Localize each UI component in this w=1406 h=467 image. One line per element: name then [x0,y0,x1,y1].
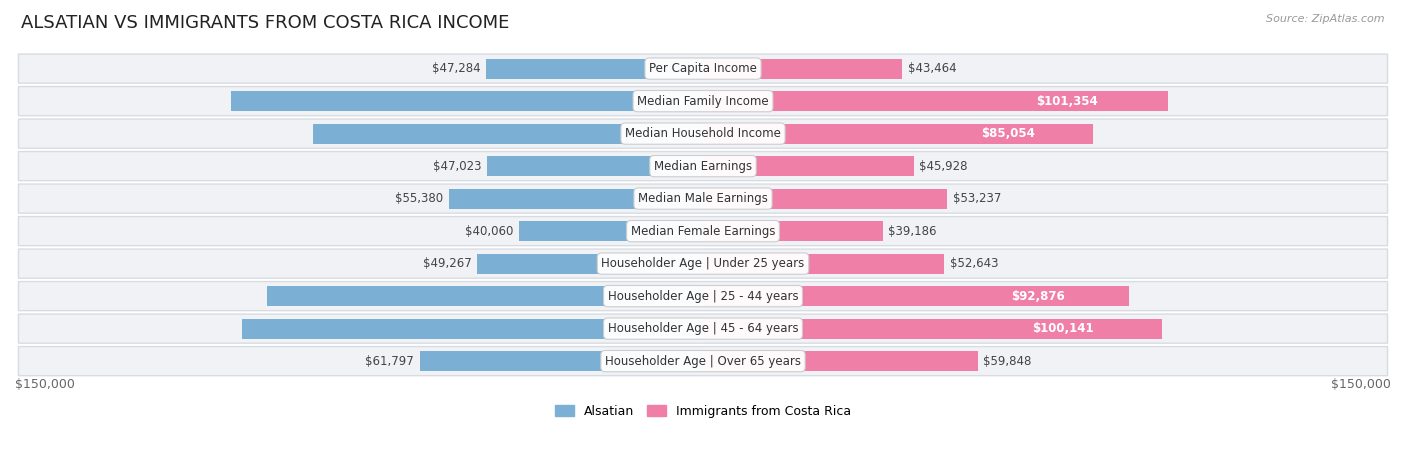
Text: $47,023: $47,023 [433,160,482,173]
Text: $100,435: $100,435 [634,322,696,335]
Text: Median Family Income: Median Family Income [637,95,769,107]
Text: Householder Age | 45 - 64 years: Householder Age | 45 - 64 years [607,322,799,335]
Bar [703,189,948,209]
FancyBboxPatch shape [18,314,1388,343]
Bar [703,318,1163,339]
Bar [449,189,703,209]
Text: $101,354: $101,354 [1036,95,1098,107]
Text: Source: ZipAtlas.com: Source: ZipAtlas.com [1267,14,1385,24]
FancyBboxPatch shape [18,86,1388,116]
Bar [231,91,703,111]
FancyBboxPatch shape [18,152,1388,181]
Text: ALSATIAN VS IMMIGRANTS FROM COSTA RICA INCOME: ALSATIAN VS IMMIGRANTS FROM COSTA RICA I… [21,14,509,32]
Bar [703,156,914,176]
FancyBboxPatch shape [18,119,1388,148]
Text: $59,848: $59,848 [983,354,1032,368]
Text: $40,060: $40,060 [465,225,513,238]
Text: Median Female Earnings: Median Female Earnings [631,225,775,238]
Bar [486,58,703,78]
Text: $47,284: $47,284 [432,62,481,75]
Text: Householder Age | 25 - 44 years: Householder Age | 25 - 44 years [607,290,799,303]
FancyBboxPatch shape [18,217,1388,246]
Bar [314,124,703,144]
Text: $43,464: $43,464 [908,62,956,75]
Text: Median Male Earnings: Median Male Earnings [638,192,768,205]
Text: Median Household Income: Median Household Income [626,127,780,140]
Bar [703,124,1092,144]
Text: $100,141: $100,141 [1032,322,1094,335]
Bar [477,254,703,274]
Text: $49,267: $49,267 [423,257,471,270]
Bar [419,351,703,371]
Bar [703,221,883,241]
FancyBboxPatch shape [18,347,1388,375]
Text: $103,010: $103,010 [633,95,693,107]
Bar [703,286,1129,306]
Text: $61,797: $61,797 [366,354,413,368]
FancyBboxPatch shape [18,282,1388,311]
Text: $45,928: $45,928 [920,160,967,173]
Legend: Alsatian, Immigrants from Costa Rica: Alsatian, Immigrants from Costa Rica [550,400,856,423]
Text: Per Capita Income: Per Capita Income [650,62,756,75]
Bar [242,318,703,339]
Text: $85,054: $85,054 [981,127,1035,140]
Bar [703,91,1168,111]
Bar [267,286,703,306]
FancyBboxPatch shape [18,184,1388,213]
Text: $53,237: $53,237 [953,192,1001,205]
Text: $150,000: $150,000 [1331,378,1391,391]
FancyBboxPatch shape [18,54,1388,83]
Bar [488,156,703,176]
Text: $55,380: $55,380 [395,192,443,205]
Bar [703,254,945,274]
Text: $92,876: $92,876 [1011,290,1066,303]
Text: $52,643: $52,643 [950,257,998,270]
Text: $39,186: $39,186 [889,225,936,238]
Text: Householder Age | Under 25 years: Householder Age | Under 25 years [602,257,804,270]
Text: $150,000: $150,000 [15,378,75,391]
Text: $95,059: $95,059 [637,290,692,303]
Text: Householder Age | Over 65 years: Householder Age | Over 65 years [605,354,801,368]
FancyBboxPatch shape [18,249,1388,278]
Text: Median Earnings: Median Earnings [654,160,752,173]
Bar [703,351,977,371]
Bar [703,58,903,78]
Text: $85,053: $85,053 [644,127,699,140]
Bar [519,221,703,241]
